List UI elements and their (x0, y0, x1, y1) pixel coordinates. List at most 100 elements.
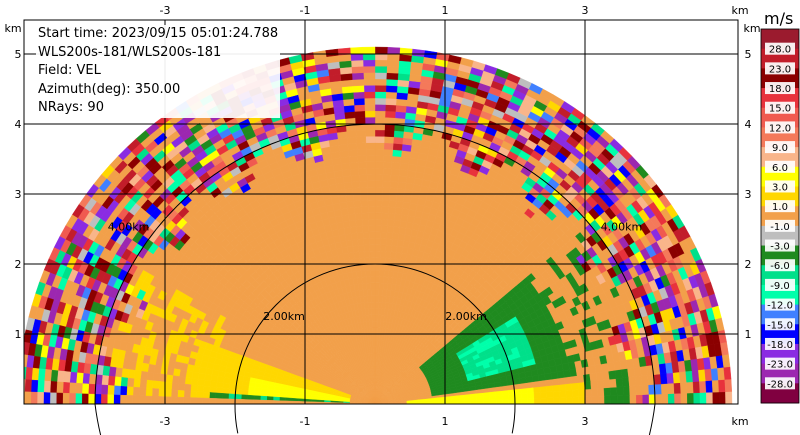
velocity-cell (209, 386, 217, 394)
velocity-cell (368, 225, 376, 233)
velocity-cell (374, 295, 380, 303)
velocity-cell (603, 387, 611, 397)
velocity-cell (395, 98, 408, 107)
velocity-cell (691, 369, 700, 383)
velocity-cell (374, 129, 385, 137)
velocity-cell (364, 116, 376, 124)
velocity-cell (364, 104, 376, 112)
velocity-cell (374, 174, 384, 182)
velocity-cell (381, 301, 386, 310)
velocity-cell (483, 399, 491, 404)
velocity-cell (353, 200, 362, 208)
velocity-cell (352, 91, 365, 99)
velocity-cell (396, 194, 405, 203)
velocity-cell (374, 257, 381, 264)
velocity-cell (88, 373, 97, 385)
velocity-cell (392, 226, 401, 234)
velocity-cell (352, 85, 365, 93)
velocity-cell (397, 181, 407, 190)
velocity-cell (62, 381, 70, 394)
velocity-cell (366, 282, 372, 290)
velocity-cell (374, 327, 378, 335)
velocity-cell (189, 390, 198, 399)
velocity-cell (350, 174, 360, 183)
velocity-cell (354, 212, 363, 221)
velocity-cell (366, 155, 376, 163)
velocity-cell (527, 398, 535, 404)
velocity-cell (382, 282, 388, 291)
velocity-cell (240, 394, 249, 400)
velocity-cell (552, 390, 561, 399)
velocity-cell (184, 377, 193, 385)
velocity-cell (380, 225, 388, 233)
velocity-cell (699, 380, 707, 393)
velocity-cell (365, 129, 376, 137)
velocity-cell (362, 231, 370, 239)
velocity-cell (359, 187, 368, 195)
velocity-cell (382, 187, 391, 195)
velocity-cell (476, 399, 484, 404)
velocity-cell (392, 143, 403, 151)
velocity-cell (170, 389, 179, 398)
velocity-cell (342, 175, 352, 184)
velocity-cell (364, 97, 376, 105)
velocity-cell (378, 282, 384, 290)
velocity-cell (359, 257, 366, 265)
velocity-cell (266, 392, 274, 398)
velocity-cell (152, 380, 160, 390)
velocity-cell (31, 367, 40, 381)
velocity-cell (521, 398, 529, 404)
velocity-cell (622, 385, 631, 396)
velocity-cell (363, 72, 376, 80)
velocity-cell (660, 383, 669, 395)
velocity-cell (385, 91, 398, 99)
velocity-cell (374, 320, 379, 328)
velocity-cell (145, 387, 153, 397)
velocity-cell (358, 244, 365, 253)
velocity-cell (374, 161, 384, 169)
velocity-cell (366, 174, 376, 182)
velocity-cell (706, 391, 714, 404)
velocity-cell (304, 398, 312, 403)
velocity-cell (354, 117, 366, 125)
velocity-cell (553, 397, 561, 404)
velocity-cell (361, 276, 367, 284)
velocity-cell (190, 378, 199, 386)
velocity-cell (113, 385, 121, 396)
velocity-cell (367, 193, 376, 201)
velocity-cell (545, 378, 553, 387)
velocity-cell (692, 381, 701, 394)
velocity-cell (374, 250, 381, 258)
velocity-cell (215, 387, 224, 394)
velocity-cell (266, 396, 274, 401)
velocity-cell (577, 381, 586, 391)
velocity-cell (395, 104, 407, 113)
velocity-cell (374, 104, 386, 112)
velocity-cell (533, 386, 541, 394)
velocity-cell (351, 66, 364, 74)
velocity-cell (360, 193, 369, 201)
velocity-cell (366, 161, 376, 169)
velocity-cell (358, 168, 368, 176)
velocity-cell (673, 382, 682, 394)
velocity-cell (374, 238, 382, 245)
velocity-cell (260, 395, 268, 401)
velocity-cell (366, 289, 372, 297)
velocity-cell (382, 289, 388, 297)
velocity-cell (360, 199, 369, 208)
velocity-cell (151, 388, 160, 397)
velocity-cell (178, 376, 186, 385)
velocity-cell (470, 396, 478, 401)
velocity-cell (291, 397, 299, 402)
velocity-cell (209, 380, 218, 388)
velocity-cell (165, 374, 174, 383)
velocity-cell (374, 301, 379, 309)
velocity-cell (368, 231, 376, 239)
velocity-cell (164, 389, 172, 398)
velocity-cell (369, 244, 376, 252)
velocity-cell (693, 392, 701, 404)
velocity-cell (389, 181, 399, 189)
velocity-cell (374, 206, 383, 214)
velocity-cell (390, 168, 400, 177)
velocity-cell (325, 48, 339, 58)
